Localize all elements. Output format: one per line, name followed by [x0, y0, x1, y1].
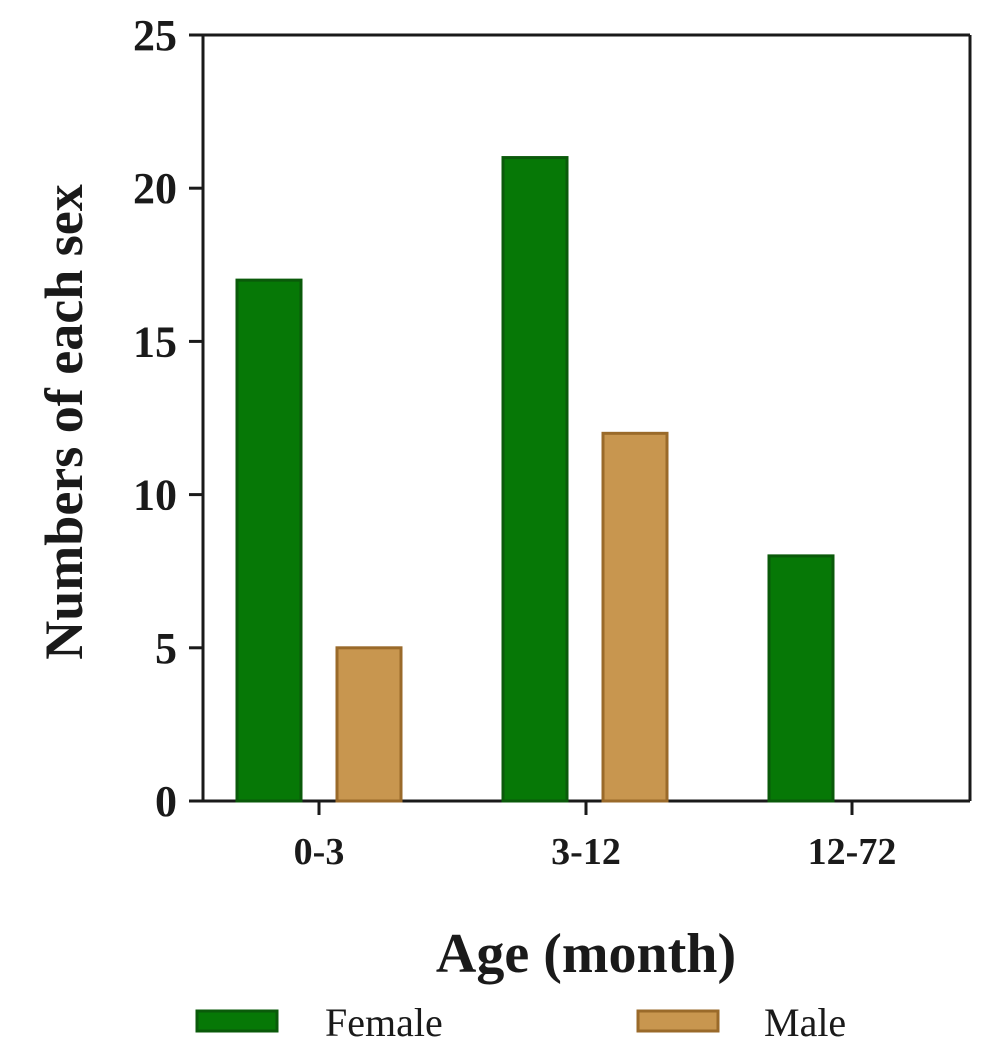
bar-female-12-72 — [767, 554, 835, 803]
bars-group — [235, 156, 835, 803]
y-tick-label: 20 — [133, 164, 177, 213]
legend-swatch-female — [195, 1009, 279, 1033]
x-tick-label: 0-3 — [294, 831, 345, 873]
y-tick-label: 5 — [155, 624, 177, 673]
bar-male-3-12 — [601, 431, 669, 803]
x-tick-label: 3-12 — [551, 831, 621, 873]
y-axis-title: Numbers of each sex — [34, 184, 94, 659]
bar-male-0-3 — [335, 646, 403, 803]
legend: Female Male — [195, 1000, 846, 1045]
y-tick-label: 15 — [133, 317, 177, 366]
legend-label-female: Female — [325, 1000, 443, 1045]
bar-female-0-3 — [235, 278, 303, 803]
x-axis-ticks: 0-3 3-12 12-72 — [294, 801, 897, 873]
y-tick-label: 25 — [133, 11, 177, 60]
legend-swatch-male — [636, 1009, 720, 1033]
bar-female-3-12 — [501, 156, 569, 803]
legend-label-male: Male — [764, 1000, 846, 1045]
y-tick-label: 0 — [155, 777, 177, 826]
y-tick-label: 10 — [133, 471, 177, 520]
plot-frame — [201, 33, 972, 803]
y-axis-ticks: 0 5 10 15 20 25 — [133, 11, 203, 826]
x-axis-title: Age (month) — [436, 923, 736, 985]
x-tick-label: 12-72 — [808, 831, 897, 873]
